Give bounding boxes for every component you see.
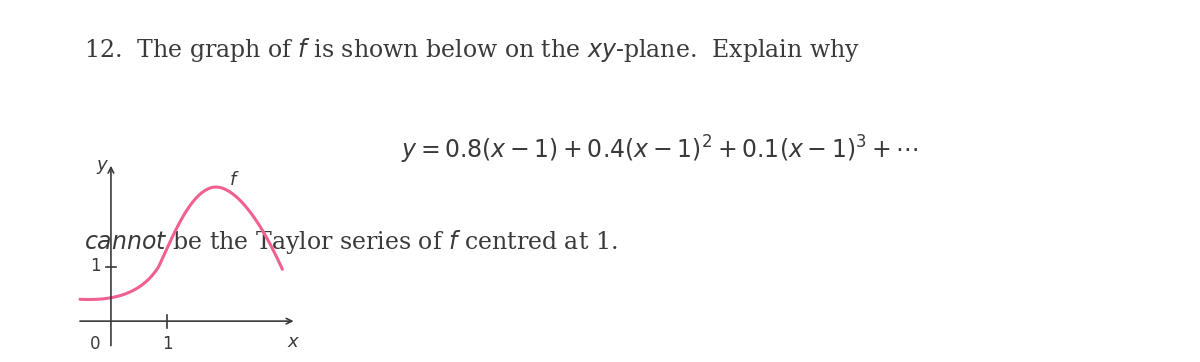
Text: $y$: $y$ — [96, 158, 109, 176]
Text: $1$: $1$ — [90, 258, 101, 275]
Text: $\mathit{cannot}$ be the Taylor series of $f$ centred at 1.: $\mathit{cannot}$ be the Taylor series o… — [84, 228, 618, 256]
Text: $x$: $x$ — [287, 333, 300, 351]
Text: 12.  The graph of $f$ is shown below on the $xy$-plane.  Explain why: 12. The graph of $f$ is shown below on t… — [84, 36, 860, 64]
Text: $0$: $0$ — [90, 336, 101, 353]
Text: $y = 0.8(x - 1) + 0.4(x - 1)^2 + 0.1(x - 1)^3 + \cdots$: $y = 0.8(x - 1) + 0.4(x - 1)^2 + 0.1(x -… — [401, 134, 919, 166]
Text: $1$: $1$ — [162, 336, 173, 353]
Text: $f$: $f$ — [229, 171, 240, 189]
